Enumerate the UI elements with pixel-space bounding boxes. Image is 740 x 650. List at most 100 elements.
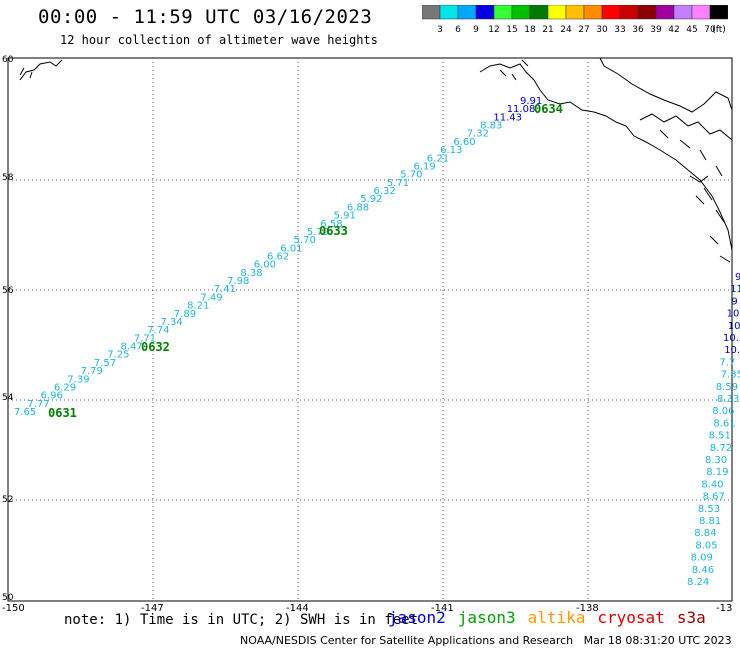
wave-height-label: 6.60 xyxy=(453,137,475,148)
sat-jason3: jason3 xyxy=(457,608,516,627)
wave-height-label: 8.61 xyxy=(713,418,735,429)
wave-height-label: 6.19 xyxy=(414,162,436,173)
wave-height-label: 8.33 xyxy=(717,394,739,405)
wave-height-label: 7.74 xyxy=(147,325,169,336)
wave-height-label: 7.49 xyxy=(200,292,222,303)
wave-height-label: 7.41 xyxy=(214,284,236,295)
lon-labels: -150 -147 -144 -141 -138 -13 xyxy=(2,603,732,614)
wave-height-label: 7.32 xyxy=(467,129,489,140)
sat-altika: altika xyxy=(527,608,586,627)
legend-label: 24 xyxy=(560,25,572,35)
lat-label-50: 50 xyxy=(2,593,14,603)
wave-height-label: 8.24 xyxy=(687,577,709,588)
wave-height-label: 7.7 xyxy=(719,357,735,368)
sat-cryosat: cryosat xyxy=(597,608,665,627)
lat-labels: 60 58 56 54 52 50 xyxy=(2,55,14,603)
wave-height-label: 6.32 xyxy=(374,186,396,197)
wave-height-label: 8.81 xyxy=(699,516,721,527)
map-title: 00:00 - 11:59 UTC 03/16/2023 xyxy=(38,6,373,28)
wave-height-label: 10.3 xyxy=(723,333,740,344)
wave-height-label: 10.3 xyxy=(724,345,740,356)
footer-note: note: 1) Time is in UTC; 2) SWH is in fe… xyxy=(64,612,419,628)
sat-jason2: jason2 xyxy=(388,608,446,627)
wave-height-label: 9 xyxy=(731,296,737,307)
wave-height-label: 8.46 xyxy=(692,565,714,576)
wave-height-label: 7.65 xyxy=(14,407,36,418)
wave-height-label: 8.53 xyxy=(698,504,720,515)
wave-height-label: 10 xyxy=(727,309,740,320)
lon-label-147: -147 xyxy=(141,603,164,614)
wave-height-label: 6.21 xyxy=(427,153,449,164)
legend-label: 30 xyxy=(596,25,608,35)
wave-height-label: 11.08 xyxy=(507,104,536,115)
legend-label: 70 xyxy=(704,25,716,35)
wave-height-label: 8.06 xyxy=(712,406,734,417)
legend-label: 12 xyxy=(488,25,499,35)
wave-height-label: 8.59 xyxy=(716,382,738,393)
wave-height-label: 7.57 xyxy=(94,358,116,369)
pass-label-0634: 0634 xyxy=(534,102,563,116)
pass-label-0632: 0632 xyxy=(141,340,170,354)
legend-label: 45 xyxy=(686,25,697,35)
wave-height-label: 7.98 xyxy=(227,276,249,287)
wave-height-label: 8.84 xyxy=(694,528,716,539)
wave-height-label: 8.47 xyxy=(121,342,143,353)
lat-label-52: 52 xyxy=(2,495,13,505)
wave-height-label: 8.83 xyxy=(480,121,502,132)
lat-label-58: 58 xyxy=(2,173,14,183)
wave-height-label: 6.01 xyxy=(280,243,302,254)
wave-height-label: 6.13 xyxy=(440,145,462,156)
track-main: 7.657.776.966.297.397.797.577.258.477.71… xyxy=(14,96,542,418)
legend-label: 36 xyxy=(632,25,644,35)
wave-height-label: 8.05 xyxy=(695,540,717,551)
wave-height-label: 8.67 xyxy=(703,492,725,503)
color-legend: 3 6 9 12 15 18 21 24 27 30 33 36 39 42 45 70(ft) xyxy=(422,5,728,35)
lon-label-138: -138 xyxy=(576,603,599,614)
wave-height-label: 8.72 xyxy=(710,443,732,454)
wave-height-label: 11.43 xyxy=(493,112,522,123)
legend-label: 21 xyxy=(542,25,553,35)
gridlines xyxy=(8,58,732,601)
wave-height-label: 6.00 xyxy=(254,260,276,271)
legend-label: 3 xyxy=(437,25,443,35)
wave-height-label: 11 xyxy=(730,284,740,295)
wave-height-label: 7.71 xyxy=(134,333,156,344)
wave-height-label: 7.79 xyxy=(81,366,103,377)
wave-height-label: 5.70 xyxy=(294,235,316,246)
wave-height-label: 6.58 xyxy=(320,219,342,230)
sat-s3a: s3a xyxy=(676,608,706,627)
legend-label: 9 xyxy=(473,25,479,35)
wave-height-label: 5.70 xyxy=(400,170,422,181)
lon-label-141: -141 xyxy=(431,603,454,614)
wave-height-label: 8.19 xyxy=(706,467,728,478)
wave-height-label: 9 xyxy=(735,272,740,283)
legend-label: 18 xyxy=(524,25,536,35)
wave-height-label: 7.39 xyxy=(67,374,89,385)
pass-label-0633: 0633 xyxy=(319,224,348,238)
map-frame xyxy=(7,57,733,602)
wave-height-label: 9.91 xyxy=(520,96,542,107)
wave-height-label: 7.25 xyxy=(107,350,129,361)
legend-label: 42 xyxy=(668,25,679,35)
wave-height-label: 5.91 xyxy=(334,211,356,222)
wave-height-label: 7.77 xyxy=(27,399,49,410)
wave-height-label: 8.38 xyxy=(240,268,262,279)
wave-height-label: 7.85 xyxy=(721,370,740,381)
lon-label-150: -150 xyxy=(2,603,25,614)
legend-label: 33 xyxy=(614,25,625,35)
legend-label: 15 xyxy=(506,25,517,35)
legend-swatch xyxy=(709,5,728,20)
wave-height-label: 6.62 xyxy=(267,252,289,263)
track-east: 91191010.10.310.37.77.858.598.338.068.61… xyxy=(687,272,740,588)
wave-height-label: 8.21 xyxy=(187,301,209,312)
legend-label: 39 xyxy=(650,25,662,35)
wave-height-label: 7.34 xyxy=(161,317,183,328)
lon-label-13: -13 xyxy=(716,603,732,614)
pass-label-0631: 0631 xyxy=(48,406,77,420)
wave-height-label: 8.09 xyxy=(691,553,713,564)
legend-label: 6 xyxy=(455,25,461,35)
wave-height-label: 8.51 xyxy=(709,431,731,442)
coastline xyxy=(19,57,733,263)
wave-height-label: 8.40 xyxy=(701,479,723,490)
